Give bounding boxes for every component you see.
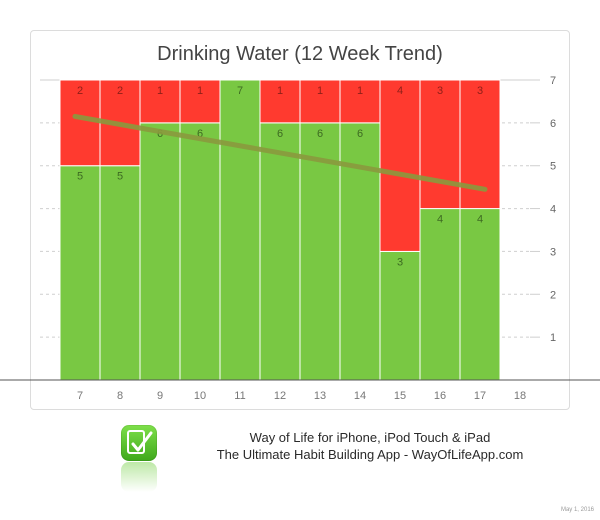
y-tick-label-4: 4 [550, 204, 556, 216]
footer-caption-line-1: Way of Life for iPhone, iPod Touch & iPa… [249, 430, 491, 445]
bar-label-green-10: 6 [197, 128, 203, 140]
x-tick-label-11: 11 [234, 390, 245, 402]
chart-title: Drinking Water (12 Week Trend) [157, 43, 443, 65]
bar-red-7 [59, 79, 101, 167]
y-tick-label-6: 6 [550, 118, 556, 130]
bar-label-red-9: 1 [157, 85, 163, 97]
bar-label-green-8: 5 [117, 171, 123, 183]
bar-green-13 [299, 122, 341, 381]
y-tick-label-2: 2 [550, 289, 556, 301]
bar-label-green-14: 6 [357, 128, 363, 140]
bar-label-green-7: 5 [77, 171, 83, 183]
bar-label-red-7: 2 [77, 85, 83, 97]
bar-green-14 [339, 122, 381, 381]
bar-label-red-13: 1 [317, 85, 323, 97]
x-tick-label-18: 18 [514, 390, 526, 402]
date-stamp: May 1, 2016 [560, 507, 594, 513]
bar-label-red-14: 1 [357, 85, 363, 97]
bar-red-12 [259, 79, 301, 124]
bar-label-red-12: 1 [277, 85, 283, 97]
bar-green-12 [259, 122, 301, 381]
bar-label-red-8: 2 [117, 85, 123, 97]
bar-label-red-10: 1 [197, 85, 203, 97]
x-tick-label-10: 10 [194, 390, 206, 402]
bar-label-red-15: 4 [397, 85, 403, 97]
y-tick-label-3: 3 [550, 246, 556, 258]
bar-green-7 [59, 165, 101, 381]
bar-green-17 [459, 208, 501, 381]
bar-label-green-15: 3 [397, 256, 403, 268]
footer-caption-line-2: The Ultimate Habit Building App - WayOfL… [216, 447, 524, 462]
bar-green-11 [219, 79, 261, 381]
bar-red-16 [419, 79, 461, 210]
x-tick-label-7: 7 [77, 390, 83, 402]
x-tick-label-12: 12 [274, 390, 286, 402]
trend-line [72, 113, 488, 192]
bar-green-10 [179, 122, 221, 381]
bar-green-9 [139, 122, 181, 381]
bar-label-red-17: 3 [477, 85, 483, 97]
y-tick-label-5: 5 [550, 161, 556, 173]
x-tick-label-9: 9 [157, 390, 163, 402]
x-tick-label-17: 17 [474, 390, 486, 402]
bar-red-13 [299, 79, 341, 124]
bar-red-14 [339, 79, 381, 124]
bar-green-8 [99, 165, 141, 381]
x-tick-label-14: 14 [354, 390, 366, 402]
bar-label-red-16: 3 [437, 85, 443, 97]
bar-label-green-11: 7 [237, 85, 243, 97]
bar-label-green-17: 4 [477, 214, 483, 226]
bar-label-green-16: 4 [437, 214, 443, 226]
y-tick-label-7: 7 [550, 75, 556, 87]
x-tick-label-8: 8 [117, 390, 123, 402]
bar-label-green-13: 6 [317, 128, 323, 140]
y-tick-label-1: 1 [550, 332, 556, 344]
bar-green-16 [419, 208, 461, 381]
x-tick-label-16: 16 [434, 390, 446, 402]
app-icon-reflection [121, 462, 157, 492]
bar-red-15 [379, 79, 421, 252]
bar-label-green-12: 6 [277, 128, 283, 140]
bar-green-15 [379, 250, 421, 381]
checkmark-app-icon [121, 425, 157, 461]
bar-red-10 [179, 79, 221, 124]
x-tick-label-15: 15 [394, 390, 406, 402]
bar-red-9 [139, 79, 181, 124]
x-tick-label-13: 13 [314, 390, 326, 402]
